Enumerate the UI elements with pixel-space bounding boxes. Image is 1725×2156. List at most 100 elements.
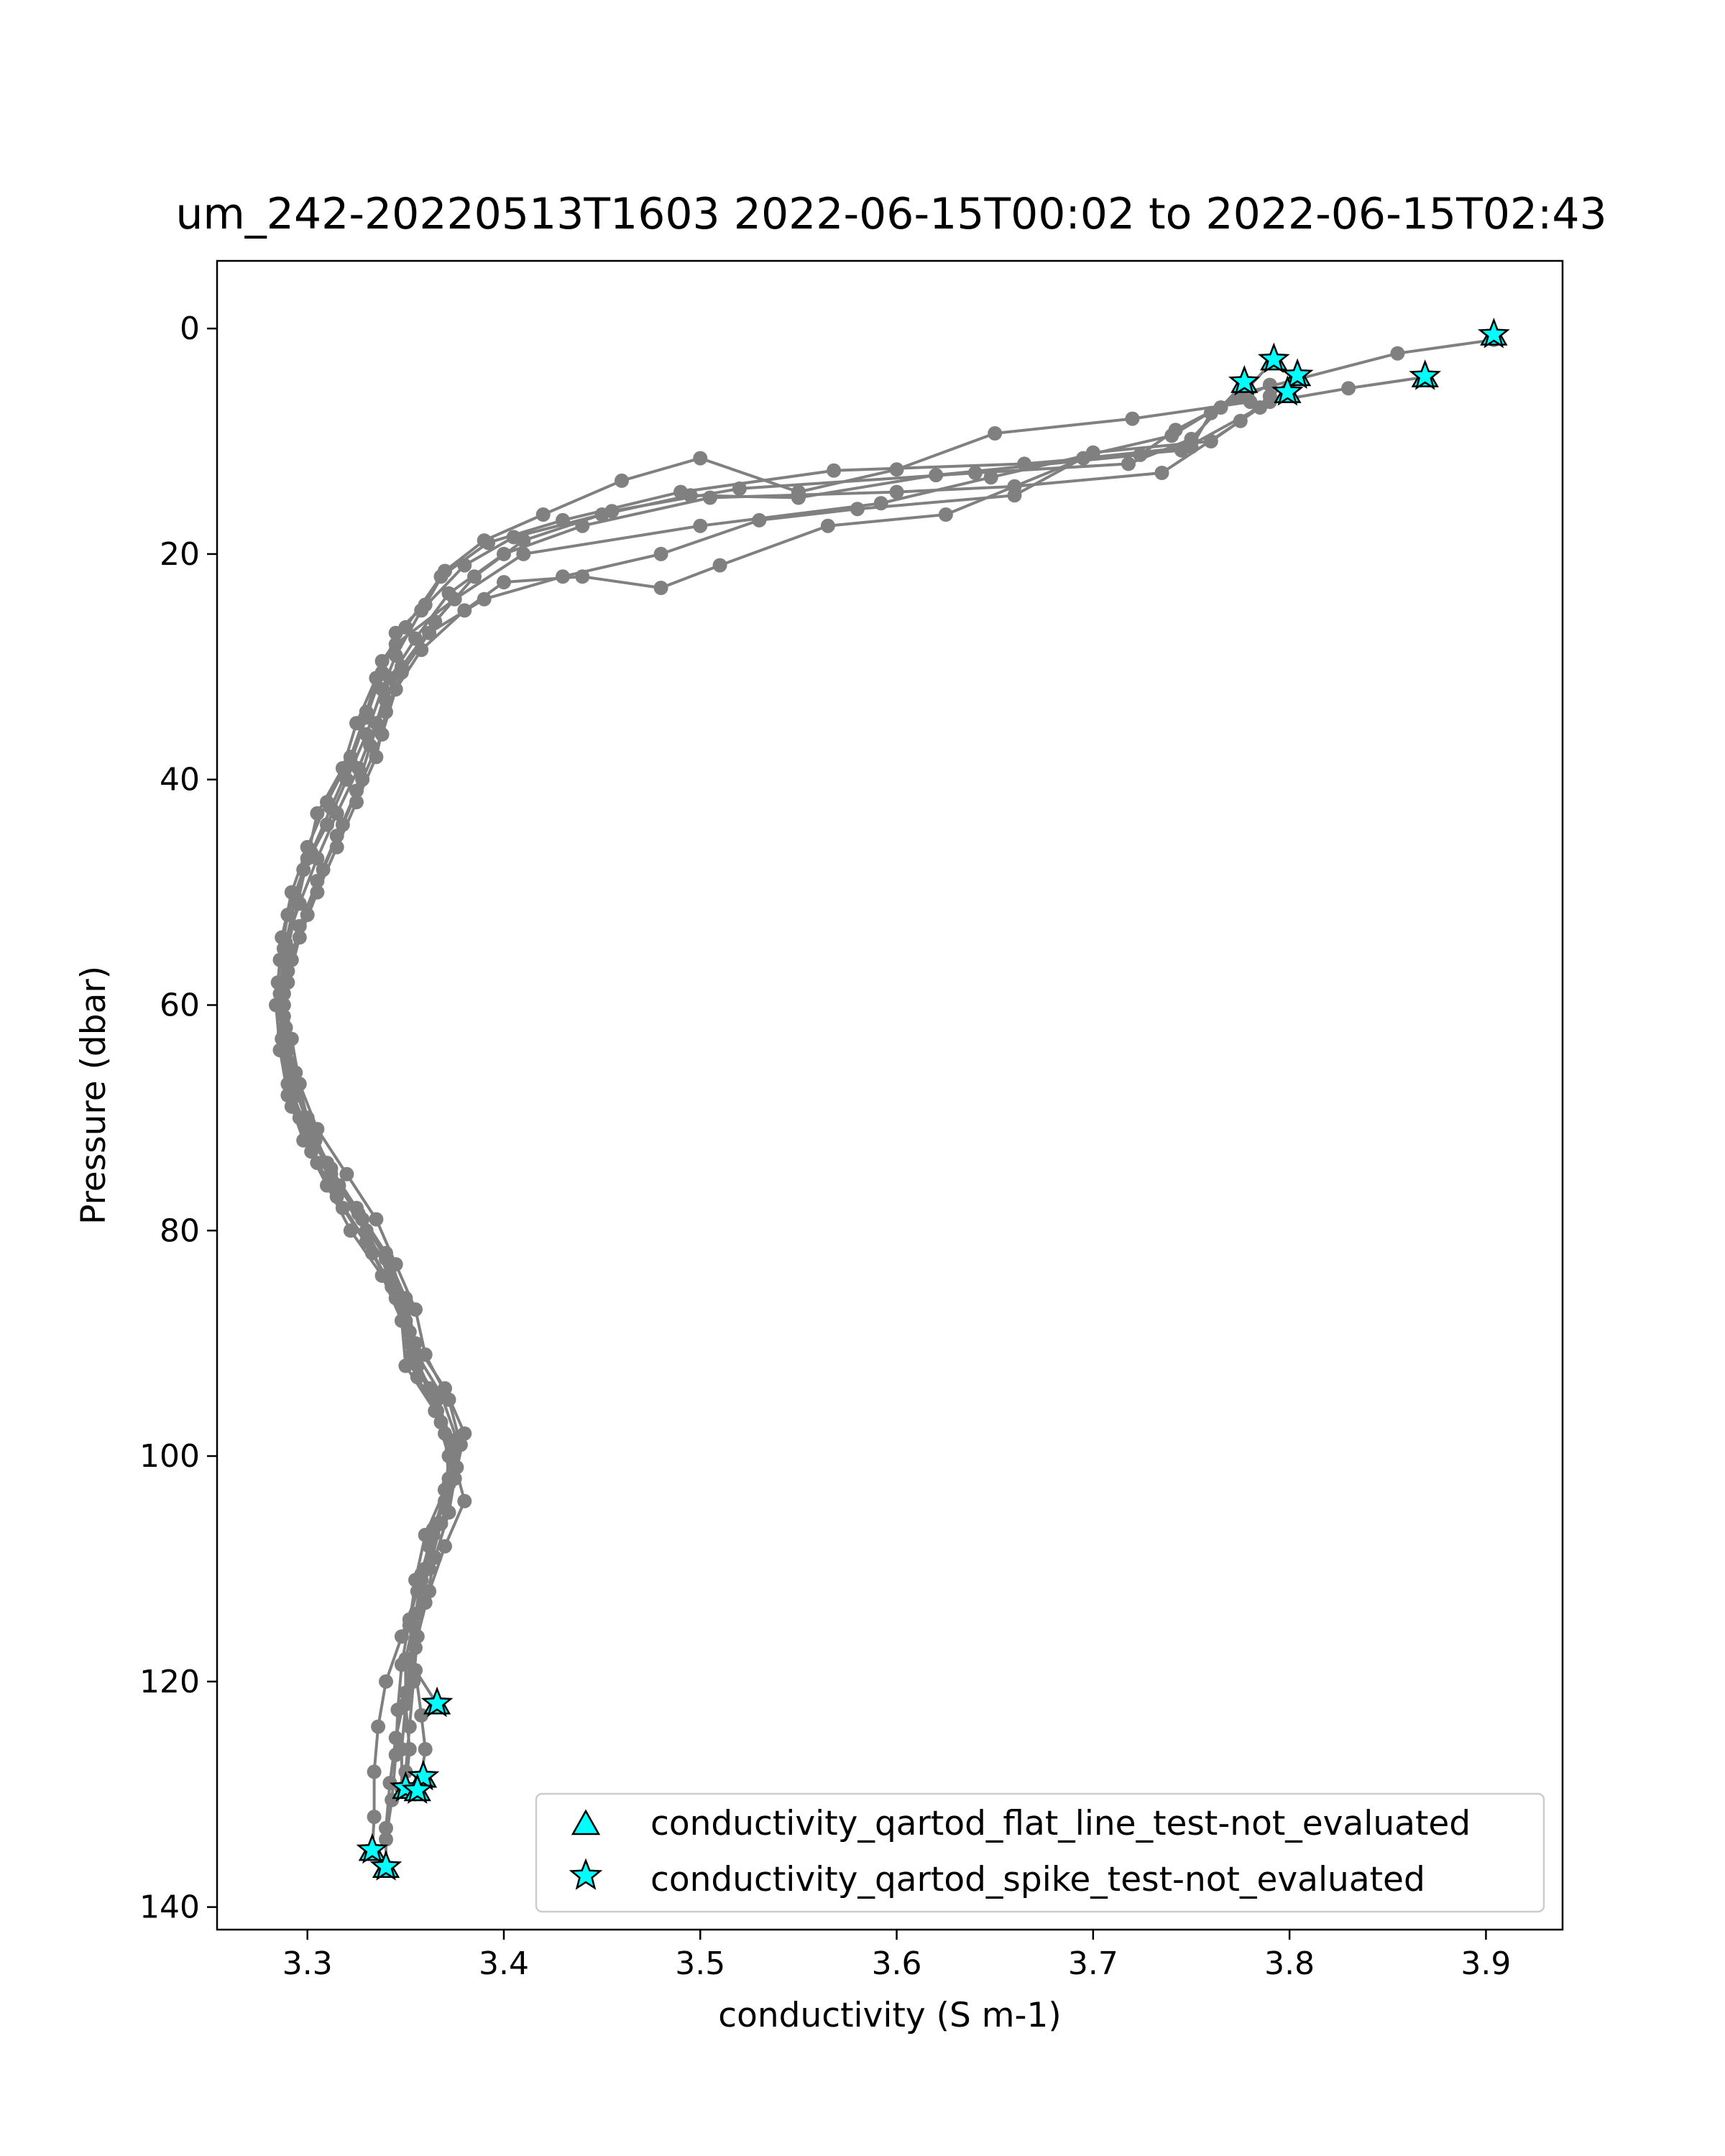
qartod-flag-marker (1281, 358, 1314, 390)
profile-point (398, 1313, 413, 1328)
qartod-flag-marker (420, 1686, 454, 1718)
profile-point (983, 470, 998, 485)
x-tick-label: 3.8 (1264, 1945, 1315, 1982)
profile-point (359, 710, 374, 725)
legend: conductivity_qartod_flat_line_test-not_e… (535, 1792, 1545, 1913)
profile-point (712, 558, 727, 573)
profile-point (408, 631, 423, 646)
profile-point (693, 518, 708, 533)
profile-point (457, 1493, 472, 1508)
profile-point (850, 502, 865, 517)
profile-point (1203, 434, 1218, 448)
profile-point (388, 648, 403, 663)
profile-point (379, 1674, 393, 1689)
profile-point (1121, 456, 1136, 471)
profile-point (343, 755, 358, 770)
profile-point (323, 800, 339, 815)
profile-point (388, 625, 403, 640)
y-tick-label: 80 (160, 1212, 200, 1249)
profile-point (374, 665, 390, 680)
profile-point (394, 1657, 409, 1672)
x-tick-label: 3.4 (479, 1945, 529, 1982)
y-tick-label: 40 (160, 762, 200, 798)
profile-point (1007, 488, 1022, 503)
profile-point (422, 1584, 437, 1599)
profile-point (280, 1043, 295, 1058)
profile-point (457, 603, 472, 618)
y-tick-label: 100 (139, 1438, 200, 1475)
profile-point (604, 504, 620, 519)
profile-point (402, 1719, 417, 1734)
profile-point (575, 518, 590, 533)
profile-point (316, 862, 331, 877)
profile-point (653, 546, 668, 561)
profile-point (1184, 439, 1199, 454)
legend-star-icon (569, 1858, 603, 1890)
profile-point (367, 1810, 382, 1825)
profile-point (290, 1088, 305, 1102)
profile-point (414, 1567, 429, 1582)
profile-point (310, 1156, 325, 1171)
profile-point (441, 1505, 456, 1520)
profile-point (693, 451, 708, 466)
profile-point (402, 1612, 417, 1627)
profile-point (575, 569, 590, 584)
legend-label-flat-line: conductivity_qartod_flat_line_test-not_e… (650, 1804, 1471, 1843)
profile-point (1262, 377, 1277, 392)
profile-point (477, 591, 492, 607)
spike-flag-star (1281, 358, 1314, 390)
spike-flag-star (1477, 317, 1510, 349)
profile-point (331, 1178, 346, 1193)
profile-point (1203, 405, 1218, 420)
profile-point (1168, 423, 1183, 438)
profile-point (752, 512, 767, 528)
qartod-flag-marker (1409, 359, 1442, 390)
profile-point (988, 426, 1003, 441)
profile-point (406, 1674, 421, 1689)
profile-point (414, 642, 429, 658)
profile-point (938, 507, 953, 522)
profile-point (702, 490, 717, 505)
profile-point (1125, 411, 1140, 426)
profile-point (335, 1200, 350, 1215)
profile-point (438, 1539, 452, 1554)
profile-point (300, 908, 315, 922)
profile-point (371, 1719, 386, 1734)
profile-point (284, 952, 299, 967)
profile-point (615, 473, 629, 488)
x-axis-ticks: 3.3 3.4 3.5 3.6 3.7 3.8 3.9 (282, 1930, 1511, 1982)
y-tick-label: 20 (160, 536, 200, 573)
profile-point (438, 563, 452, 579)
qartod-flag-marker (1228, 364, 1261, 396)
x-axis-label: conductivity (S m-1) (718, 1996, 1061, 2035)
profile-point (889, 462, 904, 477)
x-tick-label: 3.3 (282, 1945, 333, 1982)
profile-point (497, 575, 511, 590)
profile-point (418, 1742, 433, 1756)
profile-point (433, 1386, 448, 1401)
spike-flag-star (369, 1850, 402, 1881)
profile-point (288, 890, 303, 906)
profile-point (304, 845, 319, 860)
profile-point (369, 1212, 384, 1227)
profile-point (308, 1133, 323, 1148)
profile-point (1154, 466, 1169, 480)
profile-point (516, 546, 531, 561)
spike-flag-star (420, 1686, 454, 1718)
qartod-flag-marker (369, 1850, 402, 1881)
x-tick-label: 3.7 (1068, 1945, 1118, 1982)
spike-flag-star (1228, 364, 1261, 396)
profile-point (410, 1358, 425, 1373)
profile-point (441, 586, 456, 601)
profile-point (379, 1832, 393, 1847)
y-tick-label: 0 (180, 310, 200, 347)
y-axis-ticks: 0 20 40 60 80 100 120 140 (139, 310, 217, 1926)
profile-point (1390, 346, 1405, 361)
profile-series (276, 377, 1277, 1779)
profile-point (791, 484, 806, 499)
profile-point (374, 727, 390, 742)
profile-point (339, 1166, 354, 1181)
profile-point (390, 1703, 405, 1718)
spike-flag-star (401, 1773, 434, 1805)
